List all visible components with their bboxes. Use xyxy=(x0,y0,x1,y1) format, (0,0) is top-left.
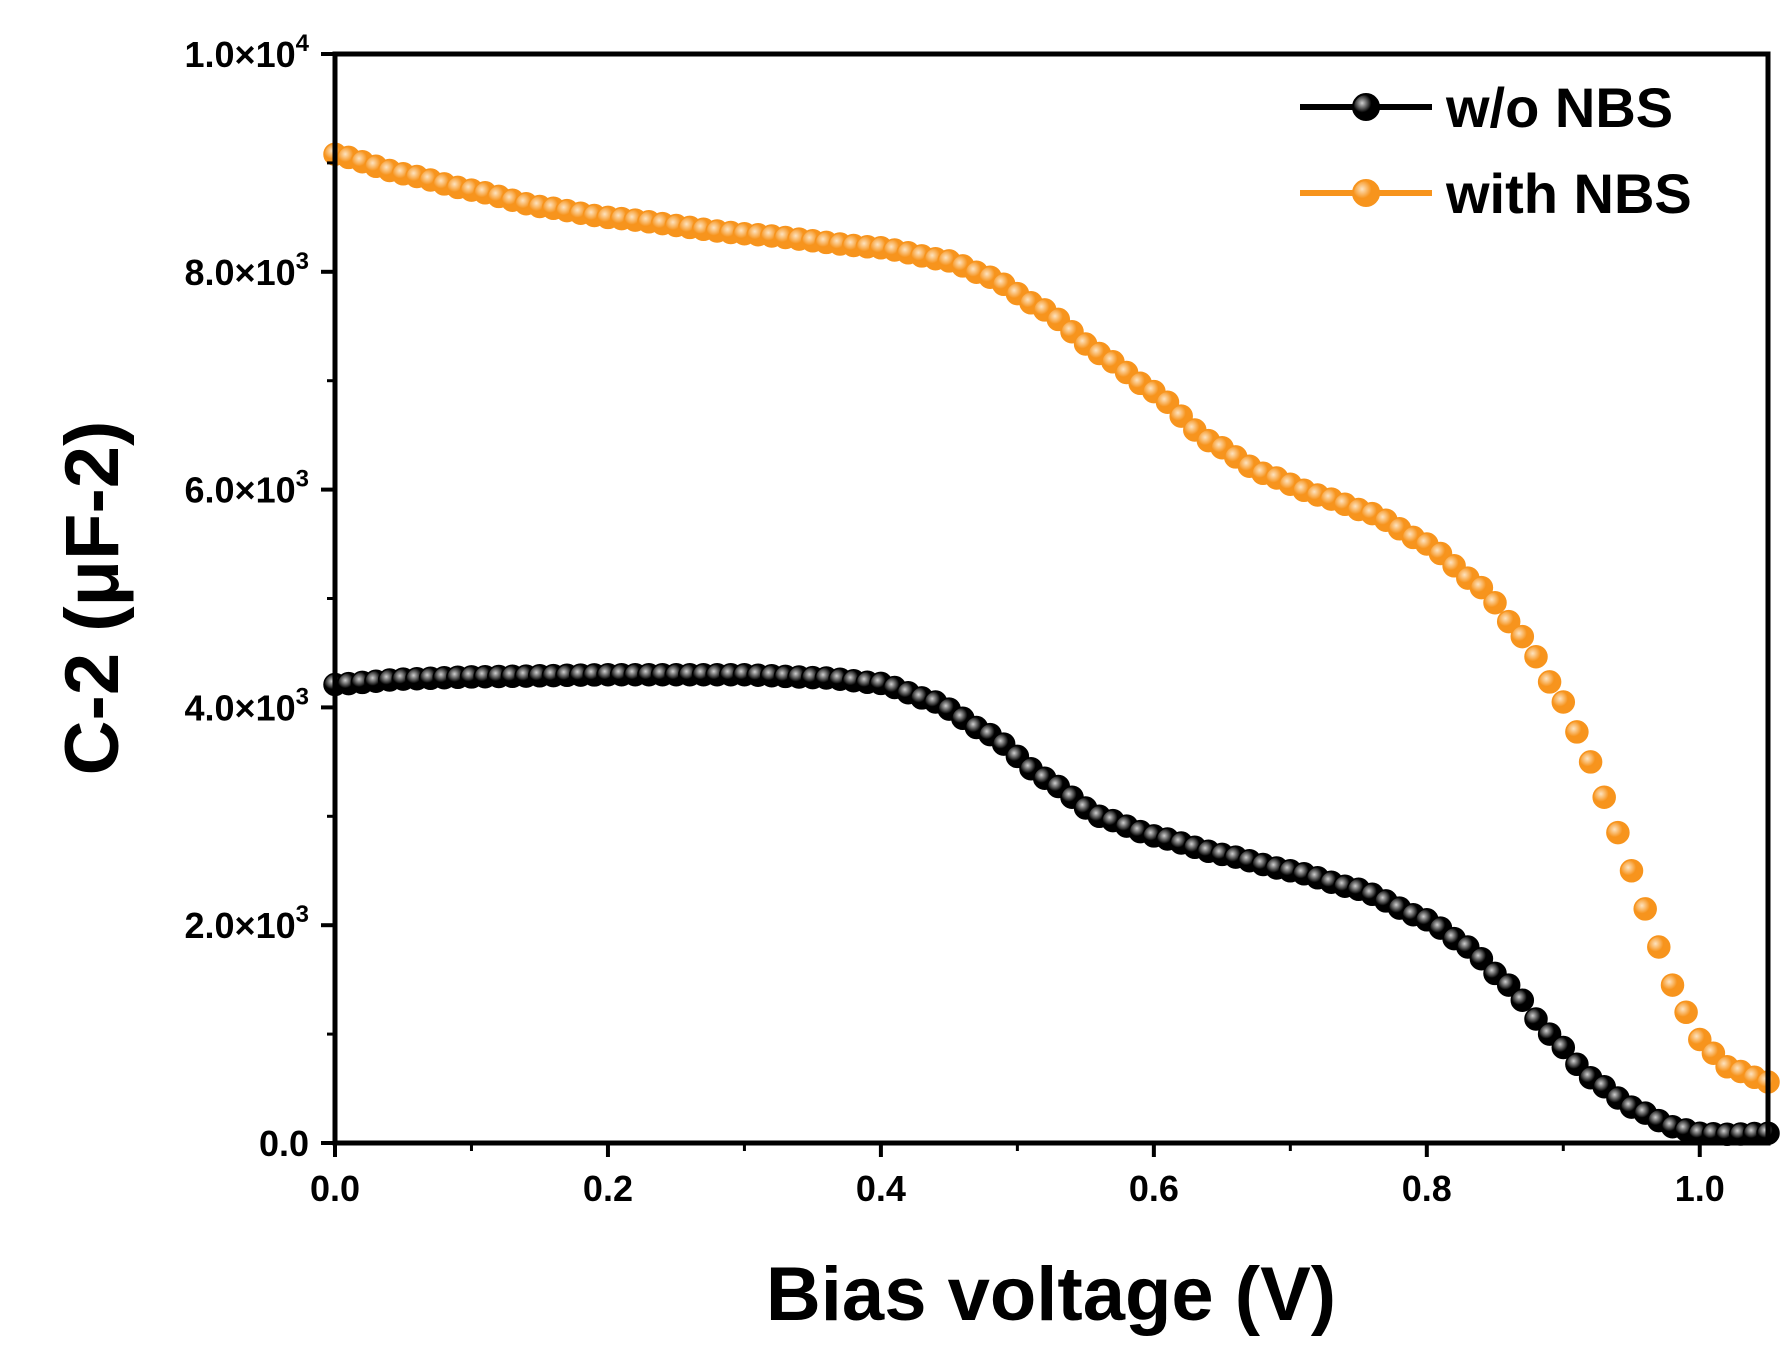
y-tick-label: 0.0 xyxy=(259,1123,309,1164)
data-point xyxy=(1660,973,1685,997)
data-point xyxy=(1565,720,1589,744)
y-axis-ticks: 0.0 2.0×103 4.0×103 6.0×103 8.0×103 1.0×104 xyxy=(185,30,335,1164)
legend: w/o NBS with NBS xyxy=(1300,76,1692,225)
y-tick-label: 2.0×103 xyxy=(185,901,309,946)
y-tick-label: 6.0×103 xyxy=(185,466,309,511)
y-tick-label: 1.0×104 xyxy=(185,30,310,75)
x-tick-label: 0.0 xyxy=(310,1168,360,1209)
data-point xyxy=(1510,624,1535,649)
data-point xyxy=(1469,946,1494,971)
x-tick-label: 0.8 xyxy=(1402,1168,1452,1209)
x-tick-label: 0.2 xyxy=(583,1168,633,1209)
data-point xyxy=(1469,575,1494,600)
y-tick-label: 8.0×103 xyxy=(185,248,309,293)
legend-marker xyxy=(1352,93,1380,121)
data-point xyxy=(1674,1000,1698,1025)
data-point xyxy=(1551,1035,1576,1060)
x-axis-ticks: 0.0 0.2 0.4 0.6 0.8 1.0 xyxy=(310,1143,1725,1209)
legend-item-w-o-nbs: w/o NBS xyxy=(1300,76,1673,139)
y-axis-title: C-2 (μF-2) xyxy=(50,421,135,776)
data-point xyxy=(1496,609,1521,634)
legend-label: w/o NBS xyxy=(1445,76,1673,139)
x-tick-label: 0.6 xyxy=(1129,1168,1179,1209)
series-w-o-nbs xyxy=(323,662,1780,1147)
data-point xyxy=(1524,1007,1548,1031)
data-point xyxy=(1510,988,1535,1012)
data-point xyxy=(1483,590,1507,615)
y-tick-label: 4.0×103 xyxy=(185,683,309,728)
x-axis-title: Bias voltage (V) xyxy=(766,1252,1336,1337)
legend-item-with-nbs: with NBS xyxy=(1300,162,1692,225)
x-tick-label: 1.0 xyxy=(1675,1168,1725,1209)
data-point xyxy=(1606,820,1630,845)
data-point xyxy=(1619,859,1644,883)
data-point xyxy=(1592,785,1616,809)
data-point xyxy=(1537,670,1562,694)
series-with-nbs xyxy=(323,142,1780,1094)
x-tick-label: 0.4 xyxy=(856,1168,906,1209)
data-point xyxy=(1496,973,1521,997)
legend-marker xyxy=(1352,179,1380,207)
data-point xyxy=(1578,750,1603,774)
data-point xyxy=(1633,897,1657,921)
legend-label: with NBS xyxy=(1445,162,1692,225)
data-point xyxy=(1647,935,1671,959)
data-point xyxy=(1524,644,1548,669)
data-point xyxy=(1551,690,1576,714)
series-layer xyxy=(323,142,1780,1147)
